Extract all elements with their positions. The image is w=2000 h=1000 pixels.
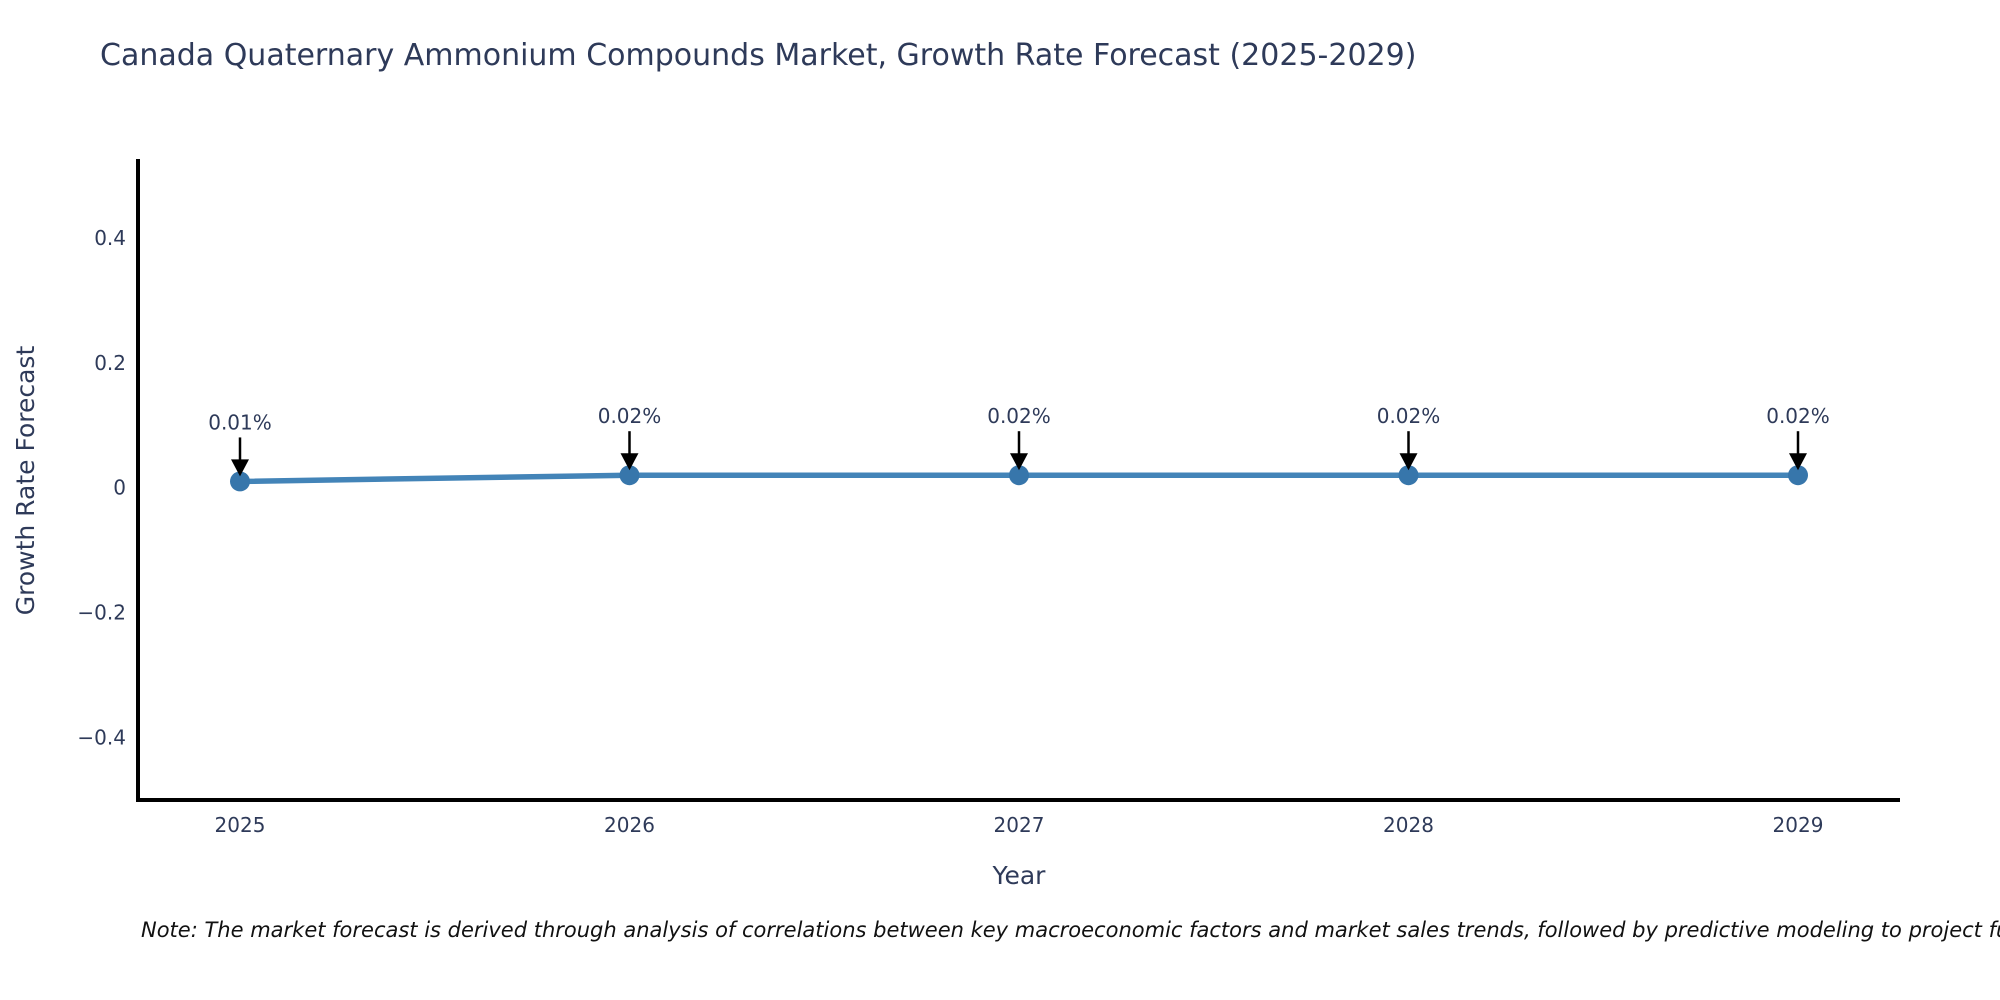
data-point <box>1788 465 1808 486</box>
annotation-arrowhead <box>620 453 639 471</box>
annotation-label: 0.02% <box>1766 404 1830 428</box>
chart-title: Canada Quaternary Ammonium Compounds Mar… <box>100 38 1417 73</box>
x-axis-title: Year <box>992 861 1047 890</box>
data-point <box>1398 465 1419 486</box>
annotation-label: 0.02% <box>598 404 662 428</box>
data-point <box>230 471 250 492</box>
y-tick-label: −0.4 <box>77 726 126 750</box>
annotation-label: 0.02% <box>987 404 1051 428</box>
y-tick-label: 0.4 <box>94 226 126 250</box>
footnote: Note: The market forecast is derived thr… <box>141 918 2000 942</box>
annotation-arrowhead <box>231 459 249 477</box>
y-tick-label: 0 <box>113 476 126 500</box>
y-tick-label: 0.2 <box>94 351 126 375</box>
y-tick-label: −0.2 <box>77 601 126 625</box>
annotation-label: 0.01% <box>208 410 272 434</box>
x-tick-label: 2029 <box>1773 813 1824 837</box>
annotation-arrowhead <box>1399 453 1418 471</box>
x-tick-label: 2026 <box>604 813 655 837</box>
y-axis-title: Growth Rate Forecast <box>11 346 40 616</box>
annotation-label: 0.02% <box>1377 404 1441 428</box>
x-tick-label: 2028 <box>1383 813 1434 837</box>
annotation-arrowhead <box>1010 453 1028 471</box>
x-tick-label: 2027 <box>994 813 1045 837</box>
data-point <box>619 465 640 486</box>
x-tick-label: 2025 <box>215 813 266 837</box>
data-point <box>1009 465 1029 486</box>
annotation-arrowhead <box>1789 453 1807 471</box>
